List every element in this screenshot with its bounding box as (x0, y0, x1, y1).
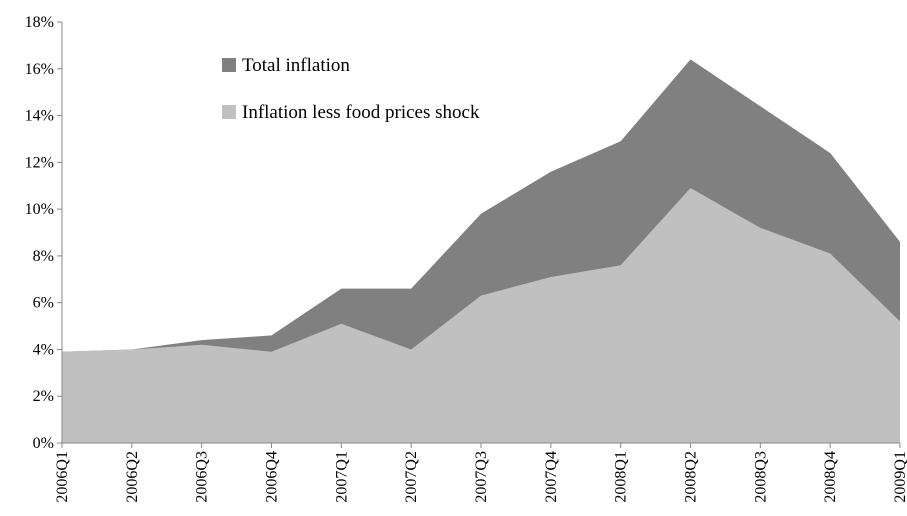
y-tick-label: 10% (25, 201, 54, 218)
legend-swatch (222, 105, 236, 119)
x-tick-label: 2006Q3 (194, 451, 211, 503)
x-tick-label: 2007Q2 (403, 451, 420, 503)
x-tick-label: 2006Q1 (54, 451, 71, 503)
y-tick-label: 2% (33, 388, 54, 405)
x-tick-label: 2008Q4 (822, 451, 839, 503)
area (62, 188, 900, 443)
y-tick-label: 12% (25, 154, 54, 171)
y-tick-label: 4% (33, 341, 54, 358)
y-tick-label: 8% (33, 248, 54, 265)
x-tick-label: 2008Q1 (613, 451, 630, 503)
legend-label: Total inflation (242, 55, 350, 76)
legend-swatch (222, 58, 236, 72)
x-tick-label: 2007Q1 (333, 451, 350, 503)
y-tick-label: 18% (25, 14, 54, 31)
x-tick-label: 2007Q3 (473, 451, 490, 503)
x-tick-label: 2006Q4 (264, 451, 281, 503)
y-tick-label: 14% (25, 108, 54, 125)
y-tick-label: 6% (33, 295, 54, 312)
x-tick-label: 2008Q2 (683, 451, 700, 503)
x-tick-label: 2006Q2 (124, 451, 141, 503)
x-tick-label: 2009Q1 (892, 451, 907, 503)
legend-label: Inflation less food prices shock (242, 102, 480, 123)
x-tick-label: 2008Q3 (752, 451, 769, 503)
y-tick-label: 16% (25, 61, 54, 78)
y-tick-label: 0% (33, 435, 54, 452)
x-tick-label: 2007Q4 (543, 451, 560, 503)
